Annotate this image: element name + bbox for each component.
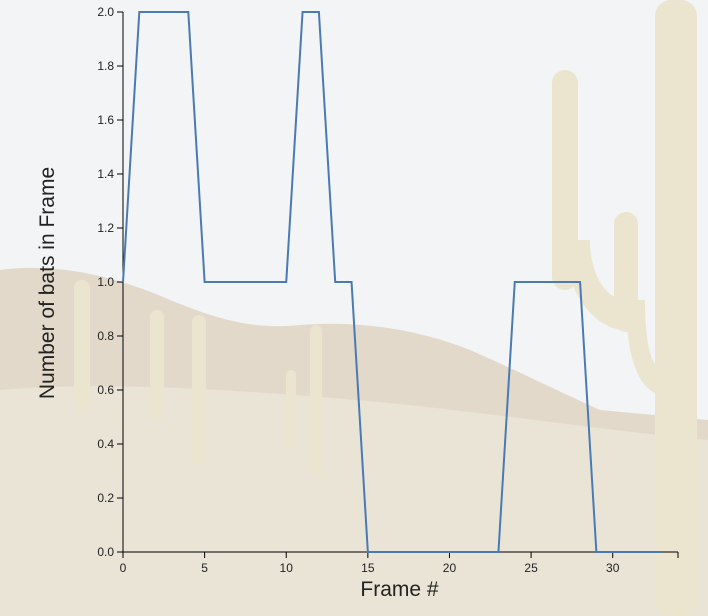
y-tick-label: 0.0 [97, 545, 114, 559]
y-axis-title: Number of bats in Frame [36, 167, 59, 399]
plot-area [122, 11, 662, 553]
y-tick-label: 0.2 [97, 491, 114, 505]
y-axis: 0.0 0.2 0.4 0.6 0.8 1.0 1.2 1.4 1.6 1.8 2.0 [97, 5, 124, 559]
y-tick-label: 1.0 [97, 275, 114, 289]
x-tick-label: 15 [361, 561, 375, 575]
x-tick-label: 25 [524, 561, 538, 575]
x-tick-label: 0 [120, 561, 127, 575]
y-tick-label: 1.6 [97, 113, 114, 127]
y-tick-label: 0.8 [97, 329, 114, 343]
x-axis-title: Frame # [360, 578, 439, 601]
x-tick-label: 20 [443, 561, 457, 575]
desert-ground [0, 386, 708, 616]
y-tick-label: 1.2 [97, 221, 114, 235]
x-tick-label: 30 [606, 561, 620, 575]
y-tick-label: 2.0 [97, 5, 114, 19]
x-tick-label: 10 [280, 561, 294, 575]
y-tick-label: 0.4 [97, 437, 114, 451]
y-tick-label: 0.6 [97, 383, 114, 397]
y-tick-label: 1.4 [97, 167, 114, 181]
x-tick-label: 5 [201, 561, 208, 575]
saguaro-cacti [74, 0, 697, 616]
series-line [122, 11, 662, 553]
x-axis: 0 5 10 15 20 25 30 [120, 551, 679, 575]
y-tick-label: 1.8 [97, 59, 114, 73]
